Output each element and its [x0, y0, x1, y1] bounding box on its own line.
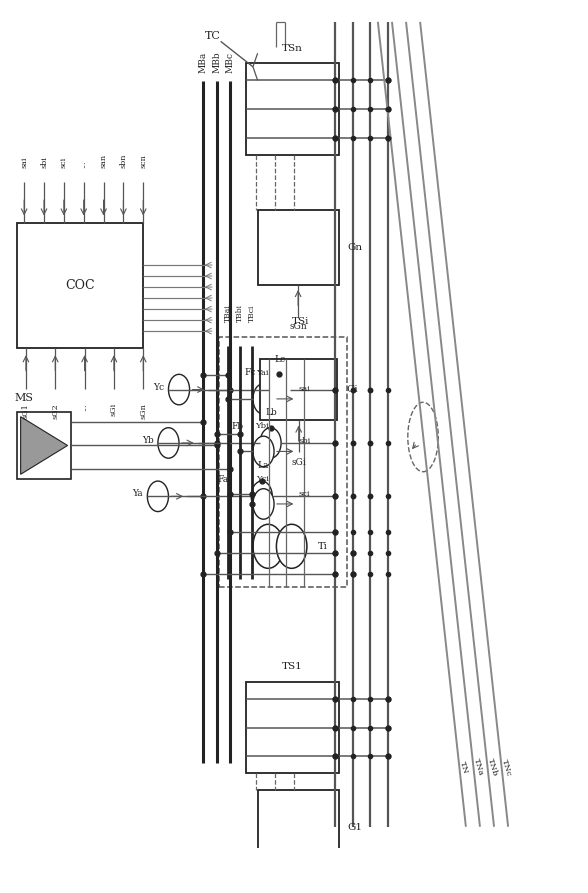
Text: Fb: Fb	[231, 421, 243, 430]
Text: MBa: MBa	[199, 52, 208, 72]
Text: TS1: TS1	[282, 662, 303, 672]
Text: Gi: Gi	[346, 385, 358, 394]
Bar	[17, 412, 71, 480]
Circle shape	[253, 384, 274, 414]
Text: san: san	[99, 154, 108, 168]
Text: TSi: TSi	[292, 317, 309, 326]
Text: La: La	[257, 462, 269, 471]
Text: Gn: Gn	[348, 243, 363, 252]
Text: TBbi: TBbi	[236, 304, 244, 321]
Text: sbn: sbn	[119, 153, 128, 168]
Circle shape	[269, 374, 290, 405]
Text: Yci: Yci	[256, 474, 269, 482]
Text: Fc: Fc	[245, 368, 256, 377]
Text: TNa: TNa	[472, 758, 485, 777]
Text: Ti: Ti	[318, 542, 328, 551]
Text: sGn: sGn	[289, 322, 307, 331]
Text: COC: COC	[65, 279, 95, 292]
Circle shape	[260, 428, 281, 458]
Text: TNb: TNb	[486, 757, 499, 778]
Text: Fa: Fa	[218, 475, 229, 484]
Text: ...: ...	[81, 403, 89, 411]
Circle shape	[169, 374, 189, 405]
Text: Yb: Yb	[142, 436, 154, 445]
Text: sci: sci	[60, 156, 68, 168]
Text: G1: G1	[348, 823, 362, 832]
Bar	[246, 682, 339, 773]
Text: Lc: Lc	[275, 355, 286, 363]
Text: Yc: Yc	[153, 382, 165, 391]
Circle shape	[148, 481, 169, 512]
Circle shape	[158, 428, 179, 458]
Text: TSn: TSn	[282, 44, 303, 53]
Circle shape	[253, 524, 283, 568]
Bar	[17, 222, 143, 348]
Circle shape	[251, 481, 272, 512]
Text: Yai: Yai	[256, 370, 269, 378]
Text: sGi: sGi	[110, 403, 118, 416]
Text: sGn: sGn	[139, 403, 147, 419]
Text: sbi: sbi	[299, 438, 310, 446]
Text: MBc: MBc	[226, 52, 235, 72]
Text: MBb: MBb	[212, 51, 221, 72]
Text: sG1: sG1	[22, 403, 30, 419]
Text: sai: sai	[299, 385, 310, 393]
Text: sGi: sGi	[291, 458, 306, 467]
Text: sai: sai	[20, 156, 28, 168]
Text: sbi: sbi	[40, 155, 48, 168]
Text: scn: scn	[139, 154, 147, 168]
Text: Lb: Lb	[266, 408, 278, 417]
Text: Ybi: Ybi	[256, 422, 269, 430]
Bar	[260, 359, 338, 420]
Text: TC: TC	[205, 31, 220, 41]
Circle shape	[253, 436, 274, 467]
Circle shape	[276, 524, 307, 568]
Polygon shape	[21, 417, 68, 474]
Bar	[258, 790, 339, 864]
Text: Ya: Ya	[133, 489, 143, 498]
Bar	[258, 210, 339, 285]
Bar	[246, 63, 339, 154]
Text: ...: ...	[80, 160, 88, 168]
Text: sG2: sG2	[51, 403, 59, 419]
Circle shape	[253, 488, 274, 519]
Text: TBci: TBci	[248, 305, 256, 321]
Text: MS: MS	[14, 393, 33, 403]
Text: TN: TN	[458, 760, 470, 775]
Text: TBai: TBai	[224, 305, 232, 321]
Text: sci: sci	[299, 489, 310, 497]
Text: TNc: TNc	[500, 758, 513, 777]
